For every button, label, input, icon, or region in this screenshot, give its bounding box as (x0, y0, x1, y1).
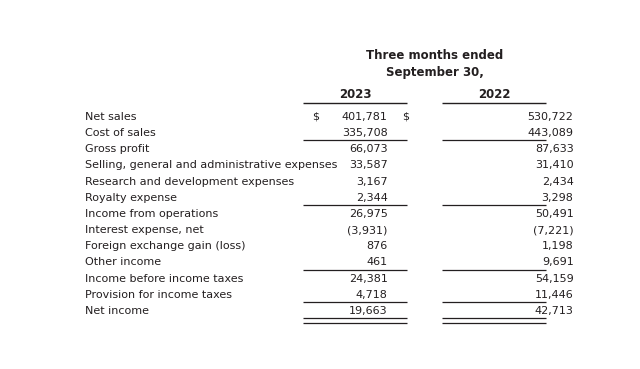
Text: 2022: 2022 (478, 87, 511, 100)
Text: Foreign exchange gain (loss): Foreign exchange gain (loss) (85, 241, 246, 251)
Text: 3,298: 3,298 (541, 193, 573, 203)
Text: (7,221): (7,221) (533, 225, 573, 235)
Text: 87,633: 87,633 (535, 144, 573, 154)
Text: 2023: 2023 (339, 87, 372, 100)
Text: 1,198: 1,198 (542, 241, 573, 251)
Text: Royalty expense: Royalty expense (85, 193, 177, 203)
Text: September 30,: September 30, (386, 66, 484, 79)
Text: Other income: Other income (85, 258, 161, 268)
Text: Income before income taxes: Income before income taxes (85, 274, 243, 284)
Text: Net sales: Net sales (85, 112, 136, 122)
Text: Selling, general and administrative expenses: Selling, general and administrative expe… (85, 160, 337, 170)
Text: 33,587: 33,587 (349, 160, 388, 170)
Text: $: $ (312, 112, 319, 122)
Text: Interest expense, net: Interest expense, net (85, 225, 204, 235)
Text: 443,089: 443,089 (527, 128, 573, 138)
Text: 9,691: 9,691 (542, 258, 573, 268)
Text: 24,381: 24,381 (349, 274, 388, 284)
Text: Gross profit: Gross profit (85, 144, 149, 154)
Text: 335,708: 335,708 (342, 128, 388, 138)
Text: 19,663: 19,663 (349, 306, 388, 316)
Text: Provision for income taxes: Provision for income taxes (85, 290, 232, 300)
Text: 66,073: 66,073 (349, 144, 388, 154)
Text: Net income: Net income (85, 306, 149, 316)
Text: 2,344: 2,344 (356, 193, 388, 203)
Text: 4,718: 4,718 (356, 290, 388, 300)
Text: 3,167: 3,167 (356, 176, 388, 186)
Text: Cost of sales: Cost of sales (85, 128, 156, 138)
Text: 50,491: 50,491 (535, 209, 573, 219)
Text: 26,975: 26,975 (349, 209, 388, 219)
Text: 42,713: 42,713 (534, 306, 573, 316)
Text: 461: 461 (366, 258, 388, 268)
Text: $: $ (403, 112, 410, 122)
Text: 530,722: 530,722 (527, 112, 573, 122)
Text: Research and development expenses: Research and development expenses (85, 176, 294, 186)
Text: Income from operations: Income from operations (85, 209, 218, 219)
Text: 876: 876 (366, 241, 388, 251)
Text: 2,434: 2,434 (541, 176, 573, 186)
Text: 11,446: 11,446 (535, 290, 573, 300)
Text: (3,931): (3,931) (347, 225, 388, 235)
Text: 31,410: 31,410 (535, 160, 573, 170)
Text: 54,159: 54,159 (535, 274, 573, 284)
Text: 401,781: 401,781 (342, 112, 388, 122)
Text: Three months ended: Three months ended (366, 49, 503, 62)
